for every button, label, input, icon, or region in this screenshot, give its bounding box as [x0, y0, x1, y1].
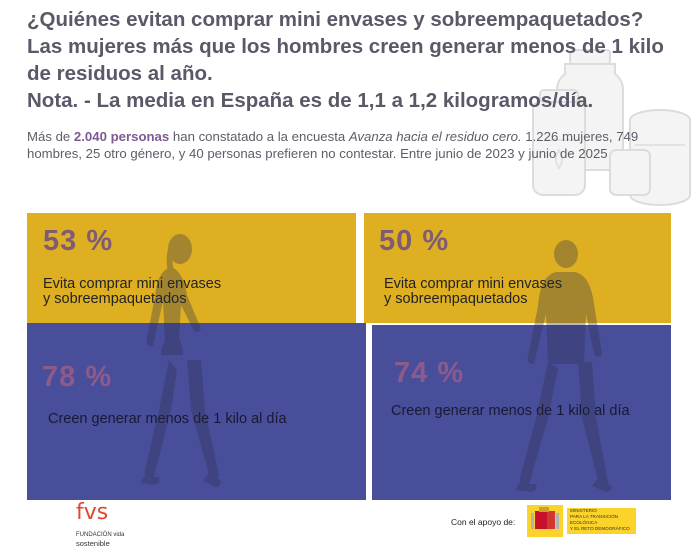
title-note: Nota. - La media en España es de 1,1 a 1…	[27, 89, 594, 112]
survey-name: Avanza hacia el residuo cero.	[348, 129, 522, 144]
title-line-1: ¿Quiénes evitan comprar mini envases y s…	[27, 8, 644, 31]
title-line-3: de residuos al año.	[27, 62, 213, 85]
fvs-logo-line-2: sostenible	[76, 539, 110, 548]
men-avoid-panel: 50 % Evita comprar mini envases y sobree…	[364, 213, 671, 323]
fvs-logo-mark: fvs	[76, 500, 109, 525]
men-avoid-label-1: Evita comprar mini envases	[384, 276, 563, 292]
ministry-line-3: Y EL RETO DEMOGRÁFICO	[570, 526, 630, 531]
women-avoid-label-1: Evita comprar mini envases	[43, 276, 222, 292]
page-title: ¿Quiénes evitan comprar mini envases y s…	[27, 6, 687, 114]
containers-illustration	[532, 49, 691, 206]
men-less-label: Creen generar menos de 1 kilo al día	[391, 403, 630, 419]
title-line-2: Las mujeres más que los hombres creen ge…	[27, 35, 664, 58]
men-less-percent: 74 %	[394, 357, 465, 389]
fvs-logo: fvs FUNDACIÓN vida sostenible	[72, 500, 132, 550]
fvs-logo-line-1: FUNDACIÓN vida	[76, 532, 125, 538]
intro-suffix: 1.226 mujeres, 749 hombres, 25 otro géne…	[27, 129, 639, 161]
men-avoid-label-2: y sobreempaquetados	[384, 291, 528, 307]
women-less-percent: 78 %	[42, 361, 113, 393]
spain-coat-of-arms-icon	[527, 505, 563, 537]
ministry-name: MINISTERIO PARA LA TRANSICIÓN ECOLÓGICA …	[567, 508, 636, 534]
intro-middle: han constatado a la encuesta	[169, 129, 349, 144]
women-less-panel: 78 % Creen generar menos de 1 kilo al dí…	[27, 323, 366, 500]
ministry-line-2: PARA LA TRANSICIÓN ECOLÓGICA	[570, 514, 619, 525]
ministry-line-1: MINISTERIO	[570, 508, 597, 513]
ministry-logo: MINISTERIO PARA LA TRANSICIÓN ECOLÓGICA …	[527, 505, 636, 537]
survey-intro: Más de 2.040 personas han constatado a l…	[27, 128, 677, 162]
women-less-label: Creen generar menos de 1 kilo al día	[48, 411, 287, 427]
men-less-panel: 74 % Creen generar menos de 1 kilo al dí…	[372, 325, 671, 500]
men-avoid-percent: 50 %	[379, 225, 450, 257]
women-avoid-label-2: y sobreempaquetados	[43, 291, 187, 307]
intro-highlight: 2.040 personas	[73, 129, 170, 144]
support-text: Con el apoyo de:	[451, 517, 516, 527]
intro-prefix: Más de	[27, 129, 74, 144]
women-avoid-panel: 53 % Evita comprar mini envases y sobree…	[27, 213, 356, 323]
women-avoid-percent: 53 %	[43, 225, 114, 257]
